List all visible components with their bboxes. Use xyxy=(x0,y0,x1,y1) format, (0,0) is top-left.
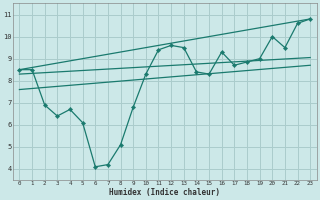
X-axis label: Humidex (Indice chaleur): Humidex (Indice chaleur) xyxy=(109,188,220,197)
